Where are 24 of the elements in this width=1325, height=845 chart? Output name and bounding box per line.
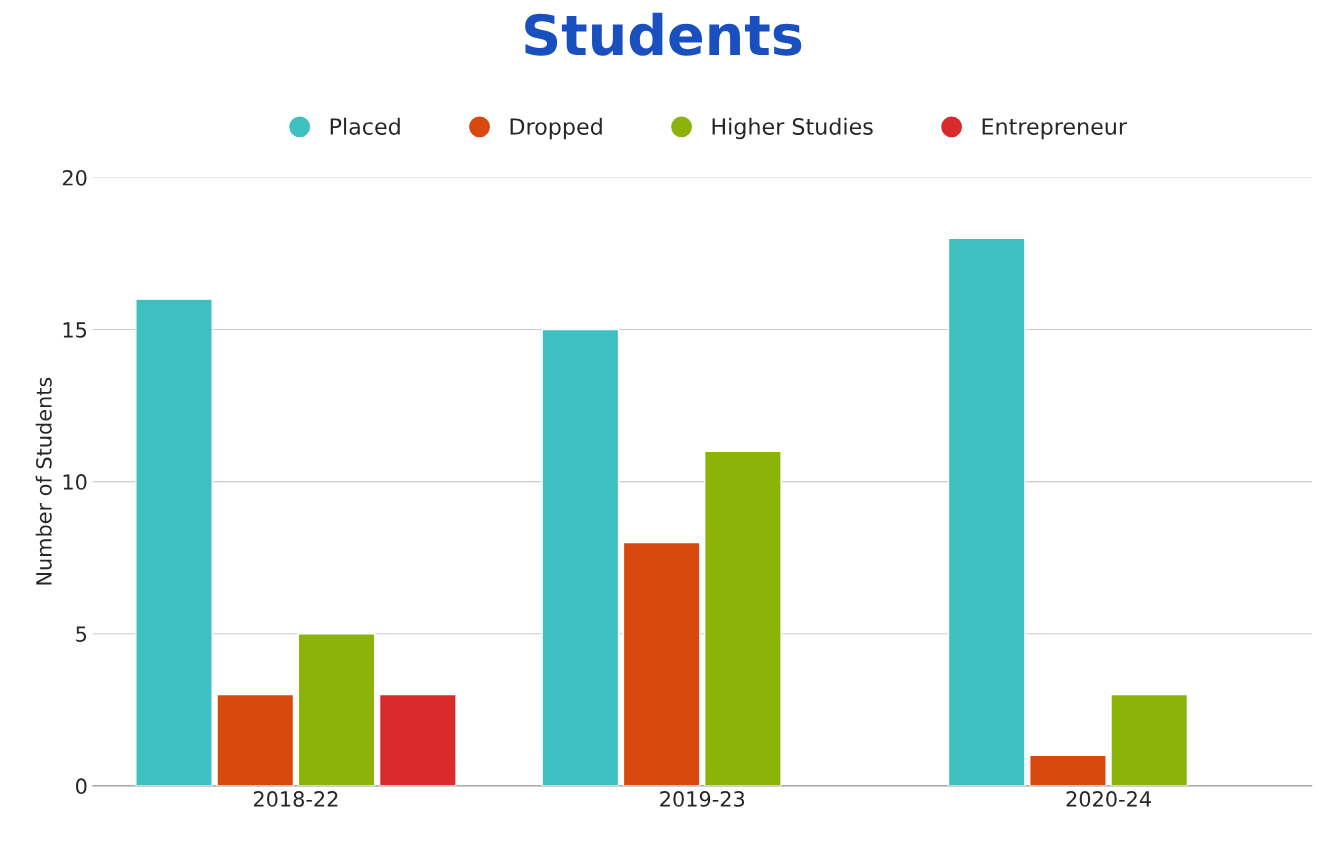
y-tick-label: 20: [62, 169, 87, 186]
bar: [622, 541, 701, 786]
bar: [703, 450, 782, 786]
bar: [541, 328, 620, 786]
y-tick-label: 5: [76, 626, 87, 642]
y-tick-label: 10: [63, 474, 87, 490]
x-tick-label: 2019-23: [660, 791, 745, 807]
bar: [947, 237, 1026, 786]
bar: [378, 693, 457, 786]
x-tick-label: 2018-22: [253, 791, 338, 807]
bar: [216, 693, 295, 786]
legend-label: Placed: [330, 117, 400, 135]
y-tick-label: 15: [63, 322, 87, 338]
bar: [1110, 693, 1189, 786]
y-tick-label: 0: [76, 778, 87, 795]
legend-label: Higher Studies: [712, 117, 873, 140]
x-tick-label: 2020-24: [1066, 791, 1151, 807]
chart-title: Students: [525, 12, 802, 56]
y-axis-title: Number of Students: [35, 377, 52, 585]
bar: [1029, 754, 1107, 786]
bar: [297, 633, 376, 786]
bar: [135, 298, 213, 786]
legend-label: Dropped: [510, 117, 602, 140]
legend-label: Entrepreneur: [982, 118, 1128, 140]
